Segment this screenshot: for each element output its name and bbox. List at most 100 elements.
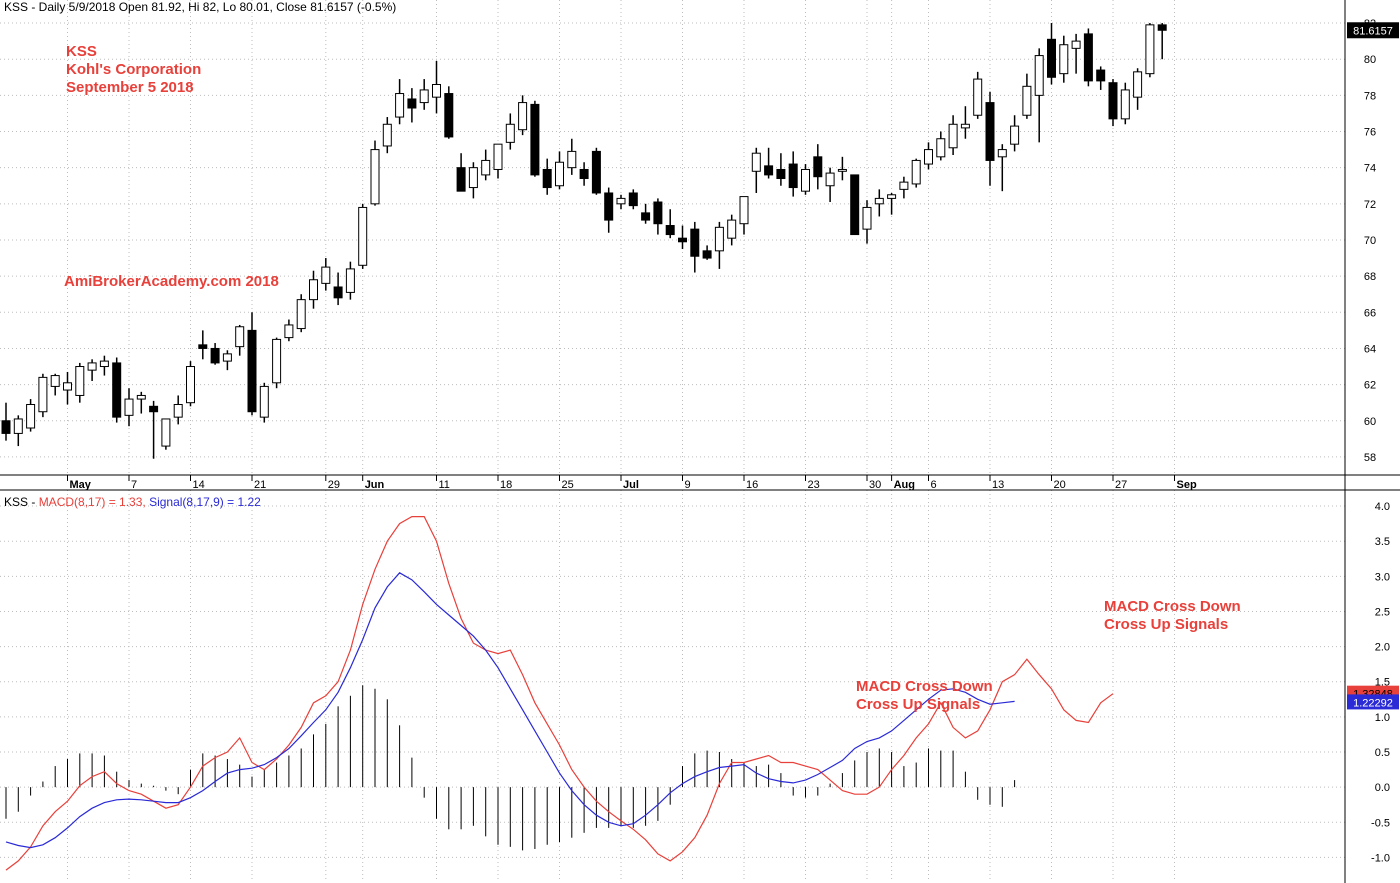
date-tick-label: 27 [1115, 479, 1127, 491]
candle-up [395, 93, 405, 118]
signal-note-1-line-1: MACD Cross Down [856, 678, 993, 695]
date-tick-label: 16 [746, 479, 758, 491]
candle-up [518, 102, 528, 131]
candle-down [850, 174, 860, 236]
macd-lines [5, 515, 1114, 871]
date-tick-label: 18 [500, 479, 512, 491]
candle-up [75, 366, 85, 396]
date-tick-label: 13 [992, 479, 1004, 491]
candle-down [149, 405, 159, 413]
candle-up [161, 418, 171, 447]
candle-down [444, 93, 454, 138]
candle-down [604, 192, 614, 221]
price-grid [0, 0, 1345, 475]
candle-up [358, 206, 368, 266]
price-tick-label: 68 [1364, 271, 1376, 283]
candle-up [99, 360, 109, 368]
date-label: September 5 2018 [66, 79, 194, 96]
candle-up [887, 194, 897, 199]
candle-up [997, 149, 1007, 158]
macd-tick-label: 3.5 [1375, 536, 1390, 548]
macd-tick-label: 2.0 [1375, 642, 1390, 654]
candle-down [530, 103, 540, 176]
date-tick-label: 6 [931, 479, 937, 491]
macd-tick-label: 0.0 [1375, 782, 1390, 794]
candle-up [272, 338, 282, 384]
candle-down [247, 329, 257, 413]
candle-down [641, 212, 651, 221]
company-label: Kohl's Corporation [66, 61, 202, 78]
macd-grid [0, 490, 1345, 882]
macd-tick-label: 4.0 [1375, 501, 1390, 513]
candle-down [407, 98, 417, 109]
signal-note-2: MACD Cross Down Cross Up Signals [1104, 598, 1241, 634]
candle-up [124, 398, 134, 416]
date-tick-label: Jul [623, 479, 639, 491]
candle-down [690, 228, 700, 257]
candle-up [493, 143, 503, 170]
candle-up [924, 149, 933, 165]
candle-down [333, 286, 343, 299]
date-tick-label: 11 [439, 479, 450, 491]
candle-up [948, 123, 958, 149]
signal-value-label: 1.22292 [1353, 697, 1393, 709]
signal-note-2-line-2: Cross Up Signals [1104, 616, 1229, 633]
candle-down [628, 192, 638, 207]
date-tick-label: 30 [869, 479, 881, 491]
macd-tick-label: 0.5 [1375, 747, 1390, 759]
macd-tick-label: 2.5 [1375, 606, 1390, 618]
candle-down [788, 163, 798, 189]
candle-down [1157, 24, 1167, 31]
signal-note-2-line-1: MACD Cross Down [1104, 598, 1241, 615]
candle-up [296, 299, 306, 330]
date-tick-label: May [70, 479, 92, 491]
candle-down [1047, 38, 1056, 78]
macd-pane-header: KSS - MACD(8,17) = 1.33, Signal(8,17,9) … [4, 495, 261, 509]
candle-up [235, 326, 245, 348]
candle-down [776, 168, 786, 180]
candle-up [432, 84, 441, 98]
macd-header-prefix: KSS - [4, 495, 39, 509]
candle-up [1133, 71, 1143, 98]
candle-up [911, 159, 921, 185]
candle-down [210, 347, 220, 364]
price-tick-label: 64 [1364, 343, 1376, 355]
candle-up [468, 167, 478, 189]
candle-up [50, 375, 60, 387]
candle-down [112, 362, 122, 418]
candle-down [813, 156, 823, 178]
macd-tick-label: 1.0 [1375, 712, 1390, 724]
candle-up [936, 138, 946, 158]
macd-tick-label: 3.0 [1375, 571, 1390, 583]
candle-up [136, 394, 146, 400]
candle-up [309, 279, 318, 301]
candle-up [837, 168, 847, 172]
candle-up [345, 268, 355, 293]
candle-up [555, 161, 564, 187]
ticker-label: KSS [66, 43, 97, 60]
date-tick-label: 21 [254, 479, 266, 491]
candle-up [13, 418, 23, 434]
price-tick-label: 66 [1364, 307, 1376, 319]
candle-up [960, 123, 970, 129]
candle-down [1, 420, 11, 434]
date-tick-label: Jun [365, 479, 385, 491]
candle-down [1083, 33, 1093, 82]
date-tick-label: 23 [808, 479, 820, 491]
price-tick-label: 70 [1364, 235, 1376, 247]
date-tick-label: Aug [894, 479, 915, 491]
candle-up [38, 376, 48, 413]
price-tick-label: 80 [1364, 54, 1376, 66]
candle-up [616, 197, 626, 205]
candle-up [1034, 55, 1044, 96]
candle-up [751, 152, 761, 172]
candle-up [284, 324, 294, 339]
macd-header-macd: MACD(8,17) = 1.33, [38, 495, 146, 509]
date-tick-label: 25 [562, 479, 574, 491]
candle-up [26, 403, 36, 429]
candle-up [727, 219, 737, 239]
candle-up [1071, 40, 1081, 49]
